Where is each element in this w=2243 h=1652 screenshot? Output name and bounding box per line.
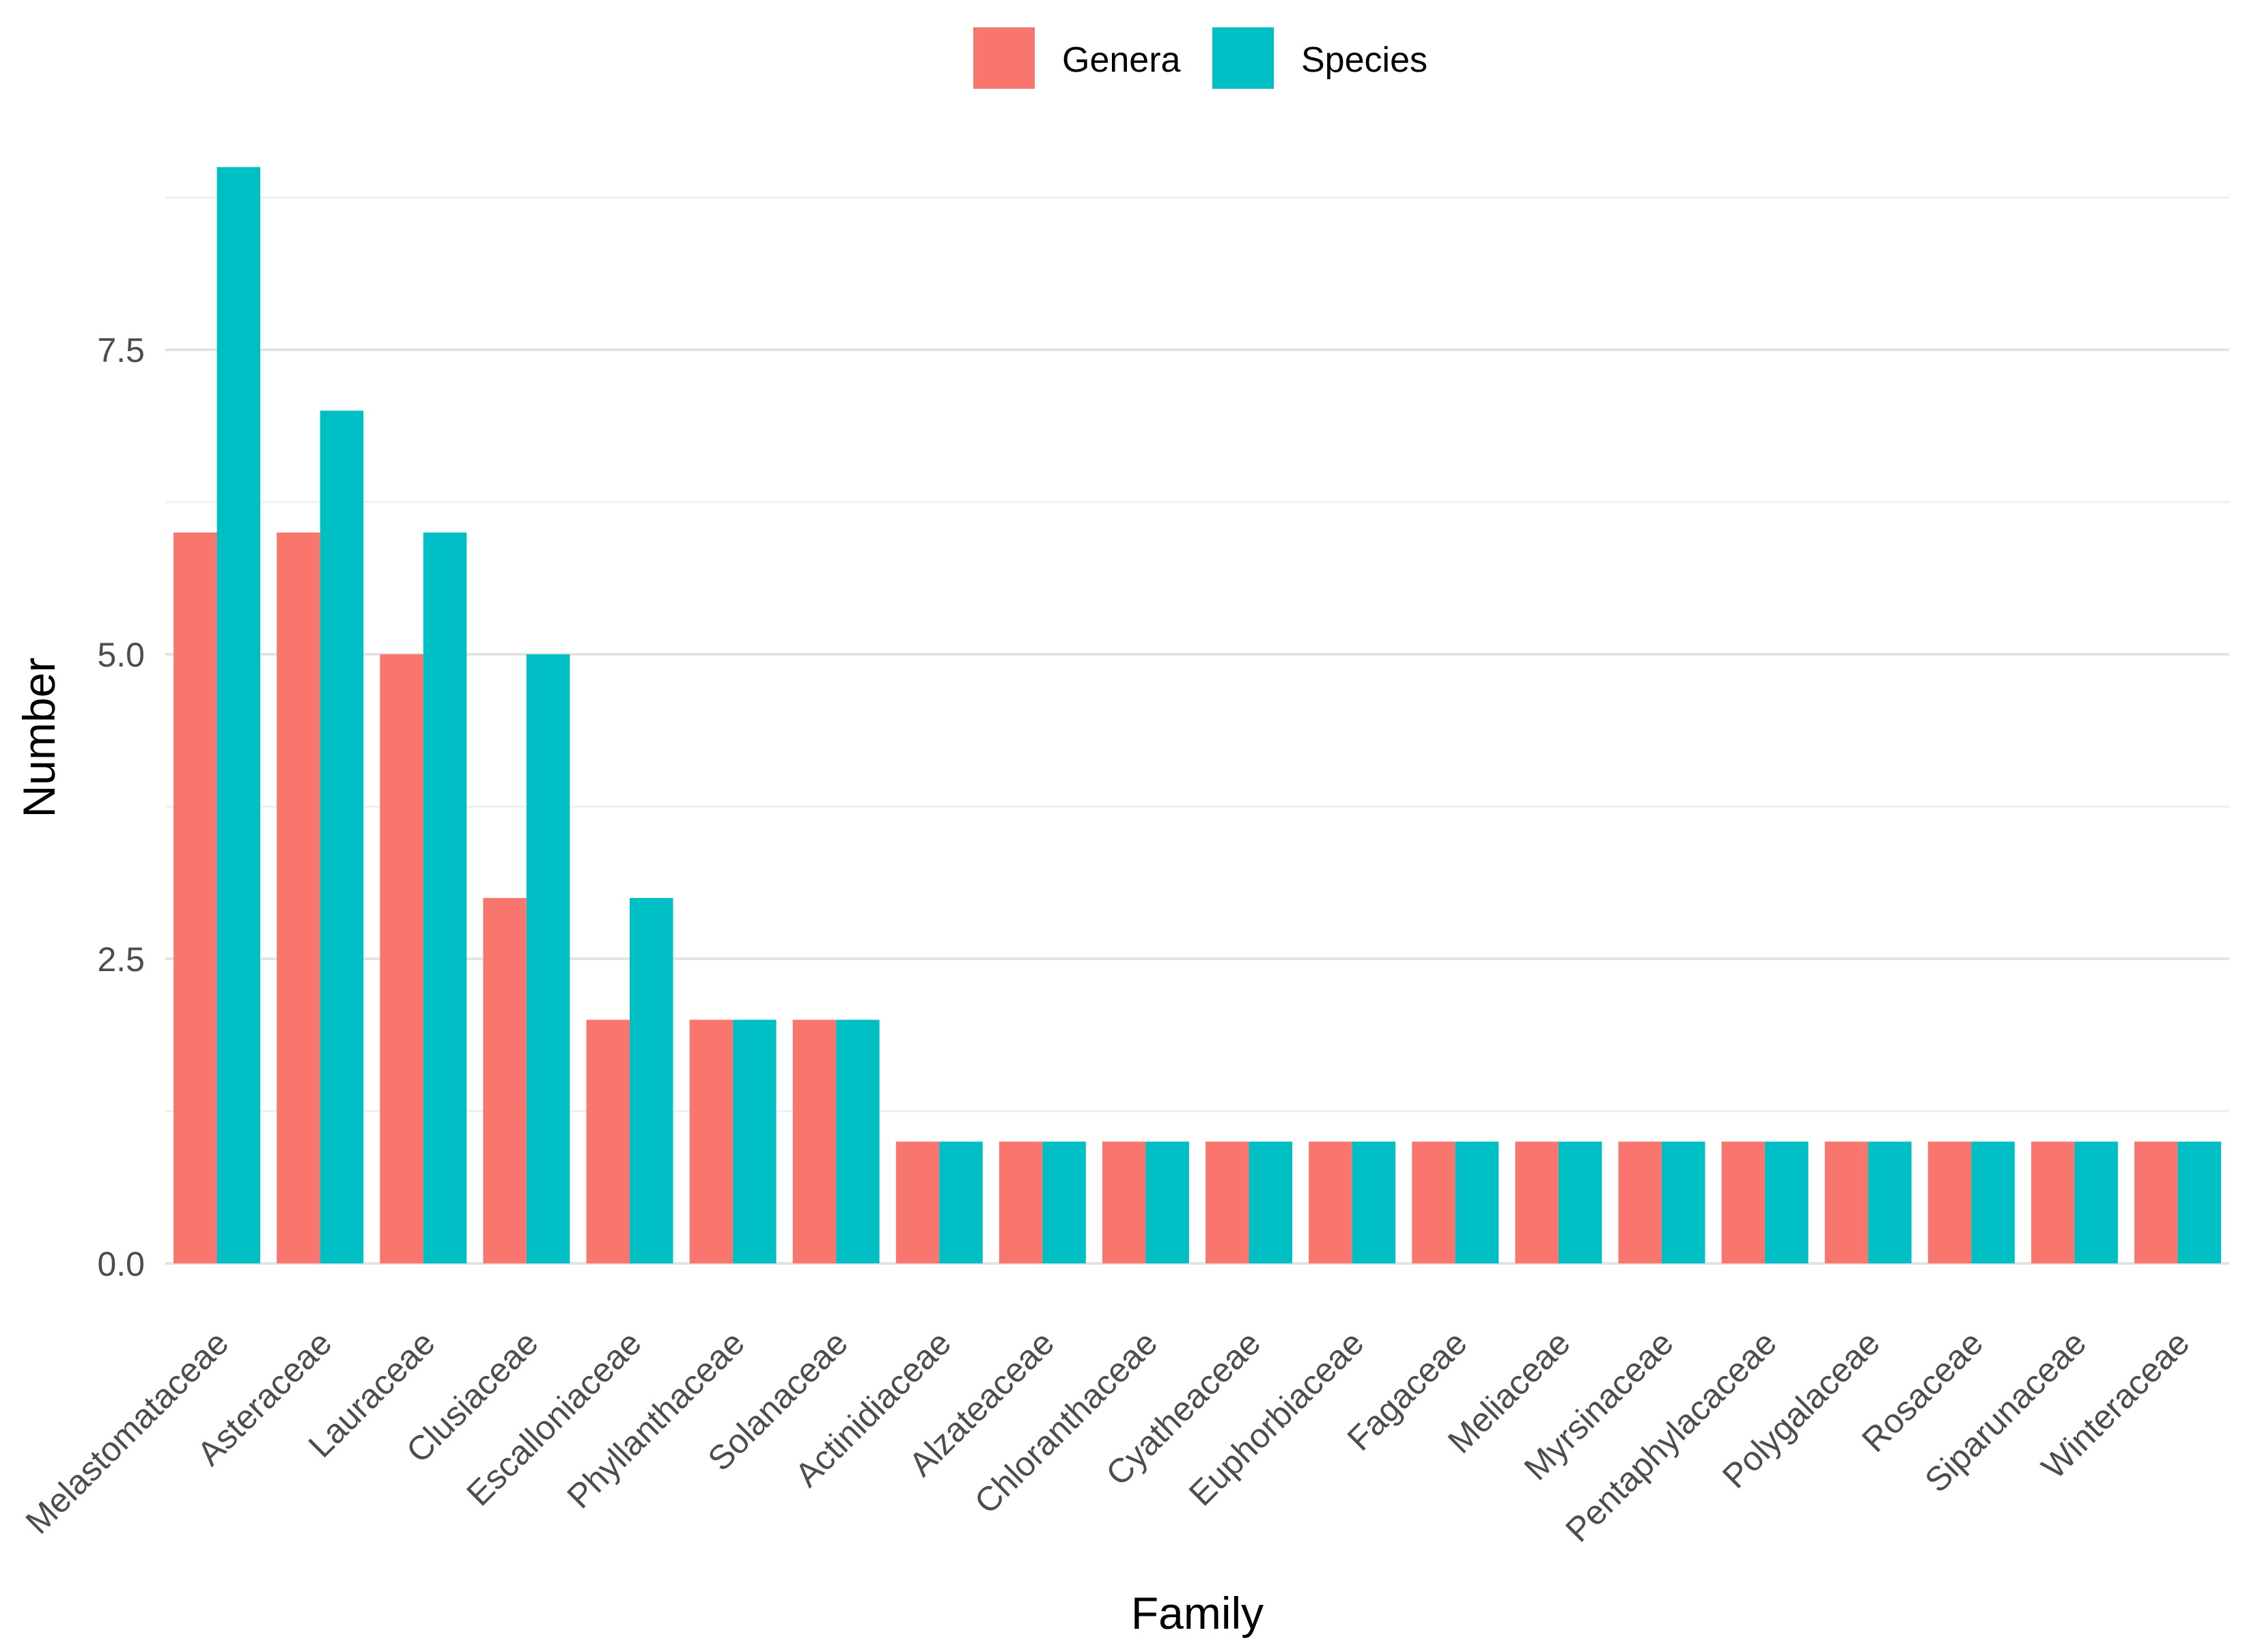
bar-genera-asteraceae bbox=[277, 532, 320, 1263]
bar-genera-escalloniaceae bbox=[586, 1020, 630, 1263]
bar-genera-melastomataceae bbox=[173, 532, 217, 1263]
bar-species-fagaceae bbox=[1455, 1141, 1499, 1263]
y-tick-label: 7.5 bbox=[97, 331, 145, 369]
bar-species-polygalaceae bbox=[1868, 1141, 1912, 1263]
bar-genera-pentaphylacaceae bbox=[1721, 1141, 1766, 1263]
bar-species-alzateaceae bbox=[1042, 1141, 1086, 1263]
bar-genera-clusiaceae bbox=[483, 897, 527, 1263]
bar-genera-meliaceae bbox=[1515, 1141, 1559, 1263]
legend: Genera Species bbox=[973, 27, 1427, 89]
x-tick-label: Phyllanthaceae bbox=[559, 1324, 751, 1515]
y-axis-ticks: 0.0 2.5 5.0 7.5 bbox=[97, 331, 145, 1283]
legend-swatch-genera bbox=[973, 27, 1035, 89]
bar-species-escalloniaceae bbox=[629, 897, 673, 1263]
x-axis-title: Family bbox=[1131, 1588, 1264, 1638]
bar-species-chloranthaceae bbox=[1145, 1141, 1189, 1263]
legend-swatch-species bbox=[1212, 27, 1274, 89]
bar-genera-fagaceae bbox=[1412, 1141, 1455, 1263]
bar-species-melastomataceae bbox=[217, 167, 261, 1263]
bar-genera-polygalaceae bbox=[1824, 1141, 1869, 1263]
legend-label-species: Species bbox=[1301, 40, 1427, 80]
x-tick-label: Escalloniaceae bbox=[459, 1324, 648, 1513]
y-tick-label: 0.0 bbox=[97, 1245, 145, 1283]
x-axis-ticks: MelastomataceaeAsteraceaeLauraceaeClusia… bbox=[18, 1324, 2197, 1550]
x-tick-label: Euphorbiaceae bbox=[1182, 1324, 1371, 1513]
bar-genera-chloranthaceae bbox=[1102, 1141, 1146, 1263]
bar-species-actinidiaceae bbox=[939, 1141, 983, 1263]
y-axis-title: Number bbox=[14, 658, 64, 818]
bar-genera-solanaceae bbox=[792, 1020, 837, 1263]
bar-genera-alzateaceae bbox=[999, 1141, 1043, 1263]
bar-species-clusiaceae bbox=[526, 654, 570, 1263]
bar-species-myrsinaceae bbox=[1661, 1141, 1705, 1263]
bar-species-rosaceae bbox=[1971, 1141, 2015, 1263]
y-tick-label: 2.5 bbox=[97, 940, 145, 979]
bar-genera-siparunaceae bbox=[2031, 1141, 2075, 1263]
bar-species-cyatheaceae bbox=[1249, 1141, 1293, 1263]
bar-species-asteraceae bbox=[320, 410, 364, 1264]
bars bbox=[173, 167, 2221, 1264]
bar-species-lauraceae bbox=[423, 532, 467, 1263]
bar-species-phyllanthaceae bbox=[733, 1020, 777, 1263]
grid-lines bbox=[165, 196, 2229, 1265]
bar-genera-lauraceae bbox=[380, 654, 423, 1263]
bar-genera-phyllanthaceae bbox=[689, 1020, 734, 1263]
bar-genera-euphorbiaceae bbox=[1309, 1141, 1352, 1263]
y-tick-label: 5.0 bbox=[97, 636, 145, 674]
legend-label-genera: Genera bbox=[1062, 40, 1181, 80]
bar-genera-actinidiaceae bbox=[895, 1141, 940, 1263]
bar-species-winteraceae bbox=[2177, 1141, 2221, 1263]
bar-genera-rosaceae bbox=[1927, 1141, 1972, 1263]
bar-species-siparunaceae bbox=[2074, 1141, 2118, 1263]
bar-genera-winteraceae bbox=[2134, 1141, 2178, 1263]
bar-genera-cyatheaceae bbox=[1206, 1141, 1249, 1263]
bar-species-pentaphylacaceae bbox=[1765, 1141, 1809, 1263]
bar-species-euphorbiaceae bbox=[1352, 1141, 1396, 1263]
bar-species-meliaceae bbox=[1558, 1141, 1602, 1263]
bar-genera-myrsinaceae bbox=[1618, 1141, 1662, 1263]
x-tick-label: Chloranthaceae bbox=[967, 1324, 1165, 1521]
bar-species-solanaceae bbox=[836, 1020, 880, 1263]
